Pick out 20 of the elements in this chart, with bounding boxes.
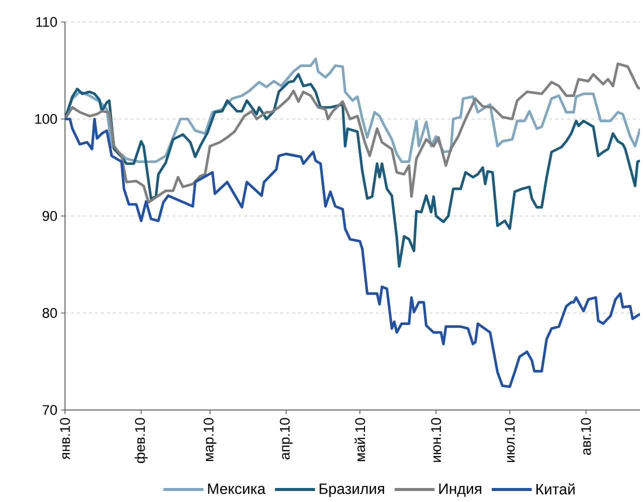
y-tick-label: 90 (42, 211, 57, 221)
y-tick-label: 80 (42, 308, 57, 318)
x-tick-label: мар.10 (204, 418, 216, 462)
x-tick-label: май.10 (354, 418, 366, 462)
x-tick-label: апр.10 (280, 418, 292, 460)
legend-label: Бразилия (320, 484, 384, 498)
y-tick-label: 110 (36, 17, 57, 27)
x-tick-label: июл.10 (504, 418, 515, 462)
y-tick-label: 100 (35, 114, 57, 124)
legend-label: Индия (439, 484, 482, 497)
legend-label: Китай (536, 483, 575, 494)
line-series (65, 118, 640, 388)
x-tick-label: авг.10 (581, 418, 591, 455)
x-tick-label: фев.10 (134, 418, 148, 463)
y-tick-label: 70 (42, 405, 57, 415)
x-tick-label: июн.10 (431, 418, 441, 462)
x-tick-label: янв.10 (60, 418, 70, 460)
line-series (65, 62, 640, 204)
line-series (65, 73, 640, 268)
legend-label: Мексика (208, 484, 266, 494)
